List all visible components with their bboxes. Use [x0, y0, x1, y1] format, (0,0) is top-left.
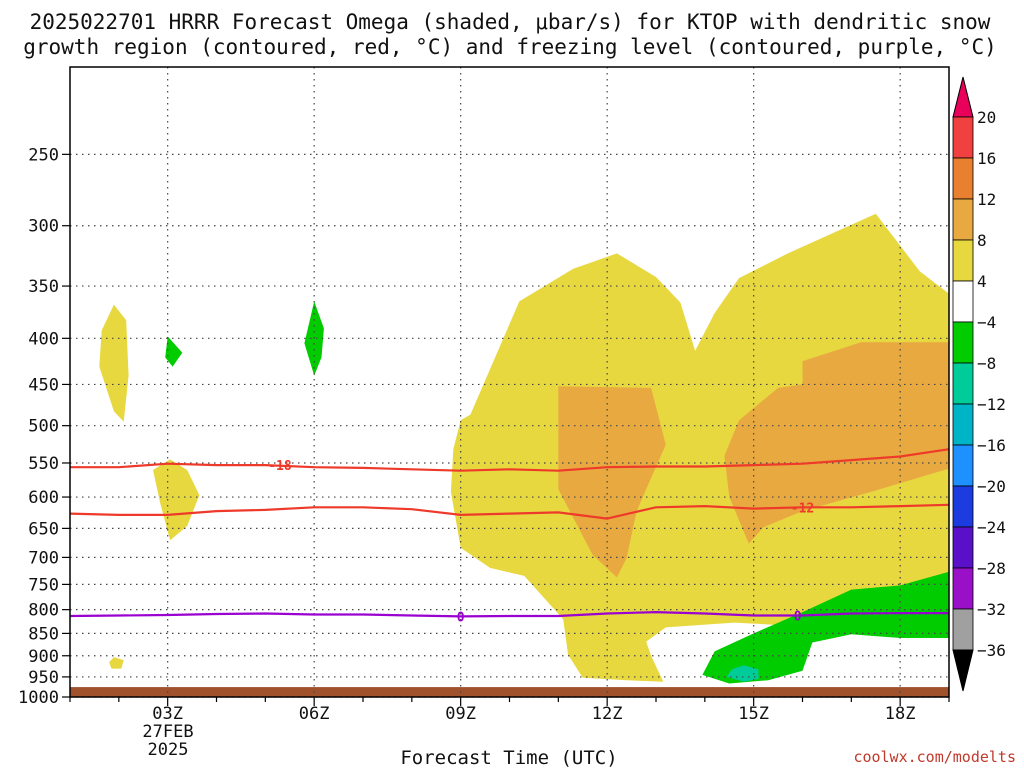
colorbar-bottom-arrow: [952, 649, 974, 692]
colorbar-bin-5: [952, 280, 974, 323]
omega-region-6: [450, 213, 949, 682]
omega-region-1: [99, 304, 129, 422]
y-tick-label-250: 250: [28, 145, 59, 165]
date-label-year: 2025: [148, 740, 189, 760]
colorbar-label-minus24: −24: [977, 518, 1006, 537]
omega-regions: [99, 213, 949, 684]
colorbar-bin-12: [952, 567, 974, 610]
colorbar-label-minus16: −16: [977, 436, 1006, 455]
contour-labels: -18 -12 0 0: [268, 459, 814, 625]
ground-layer: [70, 687, 949, 697]
contour-label-4: 0: [794, 609, 802, 624]
y-tick-label-450: 450: [28, 375, 59, 395]
colorbar-bin-1: [952, 116, 974, 159]
omega-region-4: [165, 336, 183, 367]
x-axis: 03Z 06Z 09Z 12Z 15Z 18Z: [69, 697, 950, 724]
omega-region-9: [702, 571, 949, 684]
omega-region-10: [726, 665, 759, 682]
x-tick-label-09z: 09Z: [445, 704, 476, 724]
y-tick-label-650: 650: [28, 519, 59, 539]
chart-title-line1: 2025022701 HRRR Forecast Omega (shaded, …: [30, 10, 991, 34]
colorbar-bin-11: [952, 526, 974, 569]
contour-label-1: -18: [268, 459, 292, 474]
colorbar-bin-6: [952, 321, 974, 364]
colorbar-label-minus12: −12: [977, 395, 1006, 414]
colorbar-bin-2: [952, 157, 974, 200]
contour-lines: [69, 448, 950, 618]
colorbar-label-16: 16: [977, 149, 996, 168]
y-tick-label-1000: 1000: [18, 688, 59, 708]
y-tick-label-750: 750: [28, 575, 59, 595]
colorbar-bin-10: [952, 485, 974, 528]
colorbar-label-minus36: −36: [977, 641, 1006, 660]
dgz-contour-minus12: [69, 503, 950, 520]
x-tick-label-12z: 12Z: [592, 704, 623, 724]
x-tick-label-18z: 18Z: [885, 704, 916, 724]
x-tick-label-15z: 15Z: [738, 704, 769, 724]
colorbar-label-12: 12: [977, 190, 996, 209]
contour-label-3: 0: [457, 610, 465, 625]
y-tick-label-950: 950: [28, 668, 59, 688]
colorbar-label-20: 20: [977, 108, 996, 127]
y-axis: 250 300 350 400 450 500 550 600 650 700 750 800 850 9…: [18, 145, 70, 708]
colorbar-label-minus28: −28: [977, 559, 1006, 578]
x-tick-label-06z: 06Z: [299, 704, 330, 724]
y-tick-label-500: 500: [28, 417, 59, 437]
chart-title-line2: growth region (contoured, red, °C) and f…: [23, 35, 997, 59]
colorbar-bin-3: [952, 198, 974, 241]
colorbar-label-4: 4: [977, 272, 987, 291]
y-tick-label-300: 300: [28, 217, 59, 237]
y-tick-label-800: 800: [28, 601, 59, 621]
colorbar-bin-4: [952, 239, 974, 282]
y-tick-label-550: 550: [28, 454, 59, 474]
colorbar-top-arrow: [952, 76, 974, 118]
y-tick-label-700: 700: [28, 548, 59, 568]
ground-fill: [70, 687, 949, 697]
omega-region-3: [109, 657, 124, 669]
date-label-day: 27FEB: [142, 722, 193, 742]
dgz-contour-minus18: [70, 448, 950, 472]
colorbar-label-minus20: −20: [977, 477, 1006, 496]
colorbar-bin-7: [952, 362, 974, 405]
colorbar-label-minus4: −4: [977, 313, 996, 332]
plot-area: -18 -12 0 0: [69, 66, 950, 698]
contour-label-2: -12: [791, 501, 814, 516]
y-tick-label-850: 850: [28, 624, 59, 644]
y-tick-label-600: 600: [28, 488, 59, 508]
omega-region-8: [724, 342, 949, 544]
x-axis-title: Forecast Time (UTC): [400, 747, 617, 768]
freezing-level-contour: [69, 610, 949, 618]
x-tick-label-03z: 03Z: [152, 704, 183, 724]
colorbar-bin-9: [952, 444, 974, 487]
omega-region-7: [558, 386, 666, 578]
colorbar-bin-13: [952, 608, 974, 651]
colorbar-label-minus8: −8: [977, 354, 996, 373]
colorbar: 20 16 12 8 4 −4 −8 −12 −16 −20 −24 −28 −32 −36: [952, 76, 1006, 692]
y-tick-label-400: 400: [28, 329, 59, 349]
colorbar-label-8: 8: [977, 231, 987, 250]
y-tick-label-350: 350: [28, 277, 59, 297]
colorbar-bin-8: [952, 403, 974, 446]
colorbar-label-minus32: −32: [977, 600, 1006, 619]
y-tick-label-900: 900: [28, 647, 59, 667]
omega-region-2: [153, 459, 200, 541]
credit-text: coolwx.com/modelts: [853, 748, 1016, 766]
